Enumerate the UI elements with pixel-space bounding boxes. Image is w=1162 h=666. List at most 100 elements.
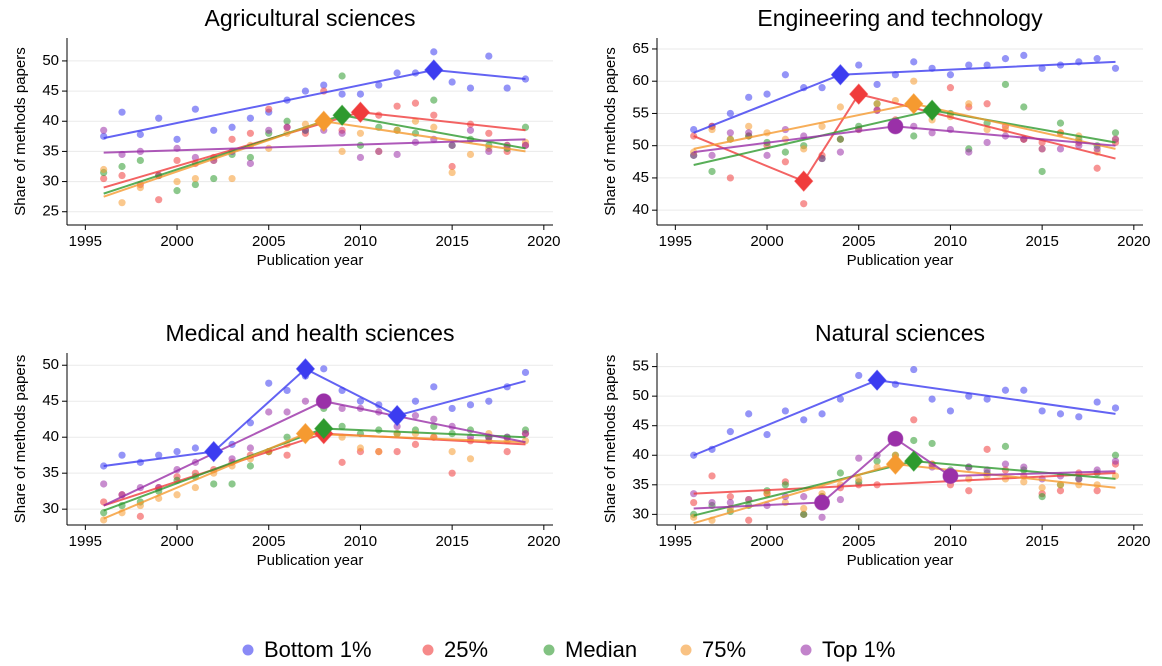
- point: [818, 84, 826, 92]
- legend-label: 75%: [702, 637, 746, 662]
- point: [155, 114, 163, 122]
- point: [836, 469, 844, 477]
- fit-line: [693, 109, 1116, 167]
- point: [448, 447, 456, 456]
- point: [965, 487, 973, 495]
- legend-marker: [800, 644, 812, 656]
- x-axis-label: Publication year: [847, 552, 954, 569]
- point: [1056, 145, 1065, 153]
- point: [393, 102, 401, 110]
- point: [155, 196, 163, 204]
- point: [393, 422, 401, 431]
- fit-line: [693, 471, 1116, 495]
- breakpoint: [885, 453, 906, 475]
- point: [320, 365, 328, 373]
- point: [983, 395, 991, 403]
- point: [430, 383, 438, 391]
- point: [1056, 410, 1065, 418]
- point: [191, 483, 199, 492]
- point: [466, 401, 475, 409]
- point: [210, 126, 218, 134]
- y-tick-label: 35: [632, 476, 649, 493]
- point: [1038, 407, 1046, 415]
- fit-line: [103, 432, 526, 507]
- x-tick-label: 2015: [435, 533, 468, 550]
- y-tick-label: 50: [632, 137, 649, 154]
- point: [836, 135, 844, 143]
- point: [1093, 145, 1101, 153]
- x-tick-label: 2020: [1117, 533, 1150, 550]
- x-tick-label: 2010: [934, 533, 967, 550]
- point: [228, 174, 236, 183]
- point: [356, 129, 365, 137]
- point: [338, 147, 346, 156]
- point: [356, 153, 365, 162]
- y-axis-label: Share of methods papers: [602, 47, 619, 215]
- breakpoint: [350, 101, 371, 123]
- point: [1001, 80, 1010, 89]
- breakpoint: [295, 422, 316, 445]
- point: [781, 481, 789, 489]
- point: [448, 469, 456, 477]
- breakpoint: [314, 417, 334, 440]
- y-tick-label: 40: [632, 201, 649, 218]
- point: [1111, 64, 1120, 72]
- point: [873, 457, 881, 465]
- point: [521, 368, 530, 377]
- legend-marker: [680, 644, 692, 656]
- breakpoint: [295, 358, 316, 380]
- point: [283, 386, 291, 395]
- y-tick-label: 50: [632, 387, 649, 404]
- point: [283, 451, 291, 459]
- point: [228, 123, 236, 131]
- point: [836, 103, 844, 111]
- point: [265, 105, 273, 113]
- breakpoint: [904, 93, 924, 115]
- point: [246, 114, 254, 122]
- breakpoint: [314, 110, 334, 132]
- y-axis-label: Share of methods papers: [12, 47, 29, 215]
- y-tick-label: 30: [632, 505, 649, 522]
- panel-title: Medical and health sciences: [166, 320, 455, 346]
- y-tick-label: 65: [632, 40, 649, 57]
- point: [100, 480, 108, 488]
- point: [800, 416, 808, 424]
- point: [855, 475, 863, 483]
- fit-line: [103, 400, 526, 507]
- breakpoint: [387, 404, 407, 427]
- point: [745, 129, 753, 137]
- panel-title: Engineering and technology: [757, 5, 1043, 31]
- panel-title: Natural sciences: [815, 320, 985, 346]
- breakpoint: [424, 59, 444, 81]
- y-tick-label: 40: [632, 446, 649, 463]
- point: [1020, 51, 1028, 60]
- point: [873, 100, 881, 108]
- x-axis-label: Publication year: [257, 552, 364, 569]
- x-axis-label: Publication year: [847, 252, 954, 269]
- point: [910, 365, 918, 374]
- fit-line: [103, 138, 526, 154]
- y-tick-label: 45: [42, 392, 59, 409]
- fit-line: [693, 92, 1116, 183]
- point: [1020, 386, 1028, 394]
- point: [726, 174, 734, 182]
- point: [301, 397, 310, 405]
- point: [100, 174, 108, 183]
- point: [210, 174, 218, 183]
- breakpoint: [332, 104, 352, 126]
- point: [946, 71, 955, 79]
- point: [855, 371, 863, 380]
- legend-marker: [422, 644, 434, 656]
- y-tick-label: 30: [42, 173, 59, 190]
- point: [155, 451, 163, 459]
- point: [503, 84, 511, 92]
- point: [466, 126, 475, 134]
- x-tick-label: 2000: [160, 533, 193, 550]
- point: [1093, 398, 1101, 406]
- point: [228, 480, 236, 488]
- point: [928, 439, 936, 448]
- point: [800, 145, 808, 153]
- point: [836, 495, 844, 504]
- y-tick-label: 35: [42, 464, 59, 481]
- point: [763, 151, 771, 159]
